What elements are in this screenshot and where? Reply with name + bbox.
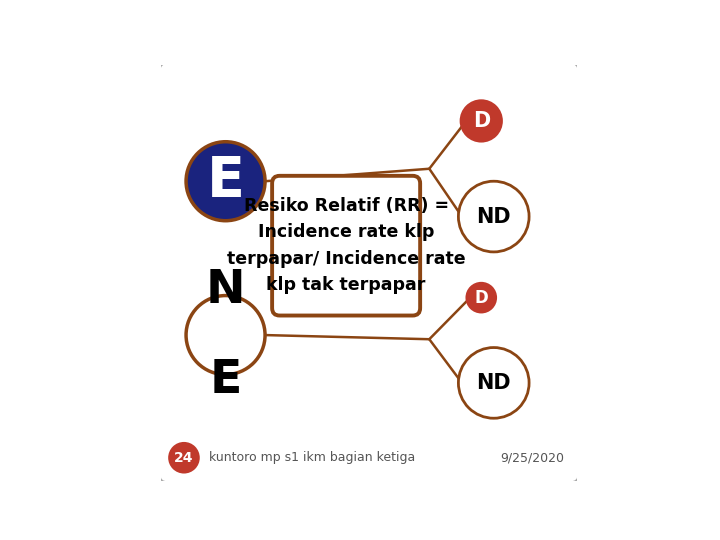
Circle shape	[459, 181, 529, 252]
Circle shape	[459, 348, 529, 418]
Circle shape	[186, 141, 265, 221]
Text: kuntoro mp s1 ikm bagian ketiga: kuntoro mp s1 ikm bagian ketiga	[209, 451, 415, 464]
Text: N

E: N E	[206, 267, 246, 403]
Text: ND: ND	[477, 373, 511, 393]
Circle shape	[186, 295, 265, 375]
Circle shape	[465, 282, 497, 313]
Circle shape	[459, 99, 503, 143]
Text: E: E	[207, 154, 245, 208]
Text: 24: 24	[174, 451, 194, 465]
FancyBboxPatch shape	[272, 176, 420, 315]
Circle shape	[168, 442, 199, 474]
Text: D: D	[472, 111, 490, 131]
Text: 9/25/2020: 9/25/2020	[500, 451, 564, 464]
Text: ND: ND	[477, 207, 511, 227]
Text: Resiko Relatif (RR) =
Incidence rate klp
terpapar/ Incidence rate
klp tak terpap: Resiko Relatif (RR) = Incidence rate klp…	[227, 197, 465, 294]
Text: D: D	[474, 289, 488, 307]
